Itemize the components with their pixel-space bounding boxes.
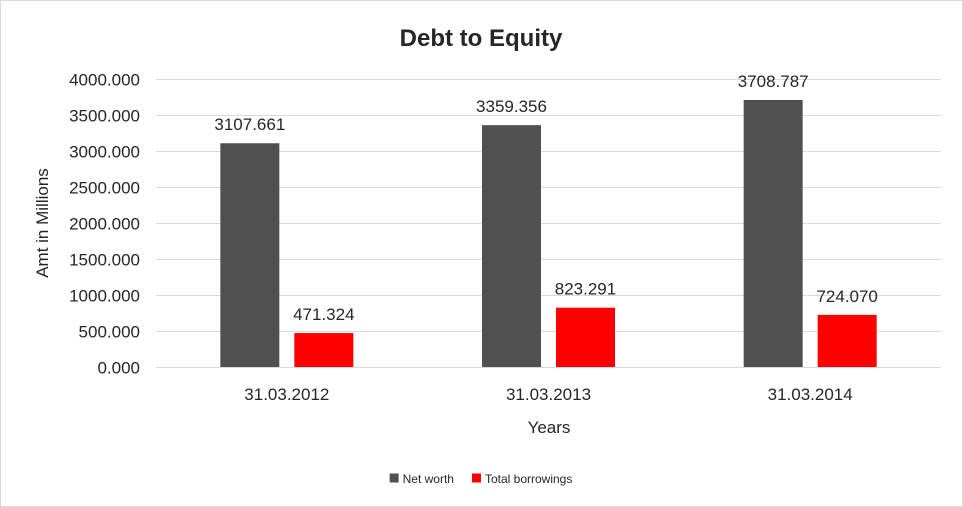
legend-swatch-total-borrowings xyxy=(471,473,481,483)
bar-total-borrowings xyxy=(294,333,354,367)
y-tick-label: 1000.000 xyxy=(69,287,140,306)
bar-total-borrowings xyxy=(556,307,615,367)
y-tick-label: 3000.000 xyxy=(69,143,140,162)
bar-total-borrowings xyxy=(817,314,877,367)
y-tick-label: 4000.000 xyxy=(69,71,140,90)
chart-title: Debt to Equity xyxy=(400,25,563,52)
data-label: 823.291 xyxy=(555,280,616,299)
x-tick-label: 31.03.2014 xyxy=(768,385,853,404)
legend-label: Net worth xyxy=(403,472,454,486)
grid-layer xyxy=(156,79,941,368)
data-label: 471.324 xyxy=(293,305,354,324)
legend-swatch-net-worth xyxy=(389,473,399,483)
ticks-layer: 0.000 500.000 1000.000 1500.000 2000.000 2500… xyxy=(69,71,853,405)
y-tick-label: 2500.000 xyxy=(69,179,140,198)
y-axis-title: Amt in Millions xyxy=(33,168,52,278)
legend: Net worth Total borrowings xyxy=(389,472,572,486)
data-labels-layer: 3107.661 471.324 3359.356 823.291 3708.787 72… xyxy=(214,72,878,324)
data-label: 3107.661 xyxy=(214,115,285,134)
legend-label: Total borrowings xyxy=(485,472,572,486)
bar-net-worth xyxy=(220,143,280,367)
y-tick-label: 3500.000 xyxy=(69,107,140,126)
bars-layer xyxy=(220,99,877,367)
data-label: 3708.787 xyxy=(738,72,809,91)
x-axis-title: Years xyxy=(528,418,571,437)
y-tick-label: 0.000 xyxy=(97,359,140,378)
x-tick-label: 31.03.2012 xyxy=(244,385,329,404)
x-tick-label: 31.03.2013 xyxy=(506,385,591,404)
y-tick-label: 1500.000 xyxy=(69,251,140,270)
y-tick-label: 2000.000 xyxy=(69,215,140,234)
data-label: 3359.356 xyxy=(476,97,547,116)
y-tick-label: 500.000 xyxy=(79,323,140,342)
bar-net-worth xyxy=(482,125,541,367)
data-label: 724.070 xyxy=(816,287,877,306)
bar-net-worth xyxy=(743,99,803,367)
